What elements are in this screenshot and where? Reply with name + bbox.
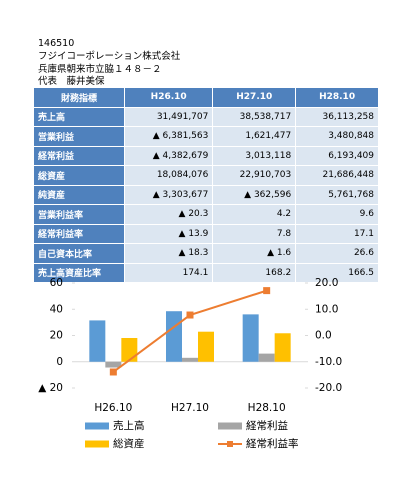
cell: ▲ 18.3	[123, 243, 214, 264]
row-label: 売上高	[33, 106, 125, 127]
financial-table: 財務指標 H26.10 H27.10 H28.10 売上高 31,491,707 38,53…	[33, 87, 379, 283]
x-tick-label: H27.10	[171, 402, 209, 414]
y2-tick-label: -20.0	[315, 382, 342, 394]
table-row: 総資産 18,084,076 22,910,703 21,686,448	[33, 165, 379, 186]
row-label: 純資産	[33, 184, 125, 205]
x-tick-label: H26.10	[94, 402, 132, 414]
address: 兵庫県朝来市立脇１４８－２	[38, 64, 162, 75]
cell: 4.2	[212, 204, 297, 225]
y-tick-label: 0	[56, 356, 63, 368]
legend-swatch	[85, 422, 109, 430]
cell: 26.6	[295, 243, 379, 264]
cell: ▲ 3,303,677	[123, 184, 214, 205]
cell: ▲ 1.6	[212, 243, 297, 264]
bar	[182, 357, 198, 362]
bar	[166, 311, 182, 362]
bar	[242, 314, 259, 362]
legend-swatch	[218, 422, 242, 430]
row-label: 経常利益	[33, 145, 125, 166]
row-label: 営業利益	[33, 126, 125, 147]
y-tick-label: ▲ 20	[38, 382, 63, 394]
bar	[274, 333, 291, 362]
cell: 31,491,707	[123, 106, 214, 127]
cell: ▲ 4,382,679	[123, 145, 214, 166]
line-marker	[263, 287, 271, 295]
cell: 18,084,076	[123, 165, 214, 186]
header-cell: H27.10	[212, 87, 297, 108]
row-label: 総資産	[33, 165, 125, 186]
table-row: 売上高資産比率 174.1 168.2 166.5	[33, 262, 379, 283]
company-code: 146510	[38, 38, 75, 49]
bar	[198, 331, 214, 362]
table-row: 売上高 31,491,707 38,538,717 36,113,258	[33, 106, 379, 127]
header-cell: H28.10	[295, 87, 379, 108]
cell: ▲ 13.9	[123, 223, 214, 244]
cell: 166.5	[295, 262, 379, 283]
y-tick-label: 40	[50, 303, 63, 315]
chart: 60 40 20 0 ▲ 20 20.0 10.0 0.0 -10.0 -20.0 H26.10 H2…	[38, 277, 342, 450]
cell: 9.6	[295, 204, 379, 225]
table-row: 営業利益 ▲ 6,381,563 1,621,477 3,480,848	[33, 126, 379, 147]
legend-swatch	[227, 441, 233, 447]
cell: 3,013,118	[212, 145, 297, 166]
y2-tick-label: 20.0	[315, 277, 338, 289]
cell: 17.1	[295, 223, 379, 244]
y2-tick-label: -10.0	[315, 356, 342, 368]
y-tick-label: 20	[50, 330, 63, 342]
cell: ▲ 362,596	[212, 184, 297, 205]
legend-label: 経常利益率	[246, 437, 299, 450]
cell: 6,193,409	[295, 145, 379, 166]
cell: 22,910,703	[212, 165, 297, 186]
cell: 36,113,258	[295, 106, 379, 127]
row-label: 自己資本比率	[33, 243, 125, 264]
y2-tick-label: 10.0	[315, 303, 338, 315]
cell: 21,686,448	[295, 165, 379, 186]
bar	[121, 337, 138, 362]
legend-label: 売上高	[113, 419, 145, 432]
x-tick-label: H28.10	[248, 402, 286, 414]
cell: 7.8	[212, 223, 297, 244]
cell: 38,538,717	[212, 106, 297, 127]
cell: 3,480,848	[295, 126, 379, 147]
y2-tick-label: 0.0	[315, 330, 332, 342]
table-row: 純資産 ▲ 3,303,677 ▲ 362,596 5,761,768	[33, 184, 379, 205]
table-row: 経常利益 ▲ 4,382,679 3,013,118 6,193,409	[33, 145, 379, 166]
legend-swatch	[85, 440, 109, 448]
line-marker	[186, 311, 194, 319]
bar	[105, 361, 122, 368]
header-cell: H26.10	[123, 87, 214, 108]
representative: 代表 藤井美保	[38, 76, 105, 87]
header-row: 財務指標 H26.10 H27.10 H28.10	[33, 87, 379, 108]
line-marker	[109, 368, 117, 376]
header-cell: 財務指標	[33, 87, 125, 108]
cell: ▲ 6,381,563	[123, 126, 214, 147]
legend-label: 総資産	[113, 437, 145, 450]
cell: 5,761,768	[295, 184, 379, 205]
bar	[258, 353, 275, 362]
table-row: 経常利益率 ▲ 13.9 7.8 17.1	[33, 223, 379, 244]
row-label: 売上高資産比率	[33, 262, 125, 283]
company-name: フジイコーポレーション株式会社	[38, 51, 181, 62]
y-tick-label: 60	[50, 277, 63, 289]
row-label: 営業利益率	[33, 204, 125, 225]
cell: 1,621,477	[212, 126, 297, 147]
row-label: 経常利益率	[33, 223, 125, 244]
cell: ▲ 20.3	[123, 204, 214, 225]
cell: 174.1	[123, 262, 214, 283]
table-row: 自己資本比率 ▲ 18.3 ▲ 1.6 26.6	[33, 243, 379, 264]
bar	[89, 320, 106, 362]
table-row: 営業利益率 ▲ 20.3 4.2 9.6	[33, 204, 379, 225]
legend-label: 経常利益	[246, 419, 288, 432]
